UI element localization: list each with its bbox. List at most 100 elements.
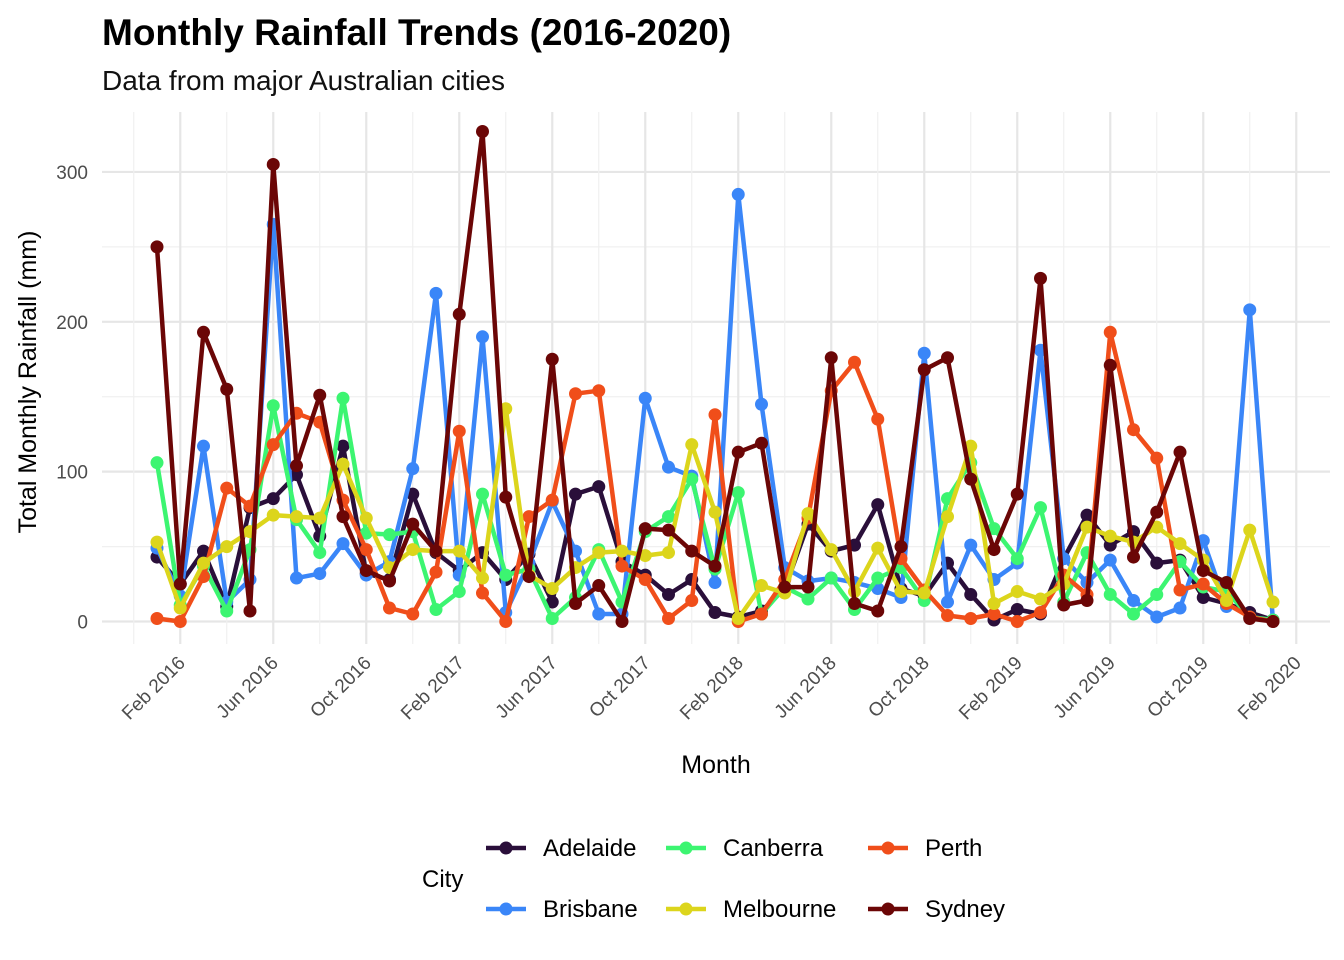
data-point-sydney bbox=[1173, 445, 1187, 459]
chart-title: Monthly Rainfall Trends (2016-2020) bbox=[102, 12, 731, 53]
legend-key-point bbox=[679, 902, 693, 916]
data-point-melbourne bbox=[755, 579, 768, 593]
data-point-canberra bbox=[476, 487, 489, 501]
data-point-melbourne bbox=[313, 511, 327, 525]
data-point-sydney bbox=[197, 325, 210, 339]
legend-label: Sydney bbox=[925, 896, 1005, 923]
data-point-sydney bbox=[476, 124, 489, 138]
data-point-adelaide bbox=[964, 588, 978, 602]
data-point-melbourne bbox=[150, 535, 164, 549]
data-point-melbourne bbox=[197, 556, 210, 570]
data-point-perth bbox=[1103, 325, 1117, 339]
legend-label: Adelaide bbox=[543, 835, 636, 862]
data-point-brisbane bbox=[290, 571, 303, 585]
data-point-melbourne bbox=[871, 541, 885, 555]
data-point-sydney bbox=[1010, 487, 1024, 501]
data-point-sydney bbox=[941, 351, 954, 365]
data-point-sydney bbox=[1150, 505, 1164, 519]
data-point-perth bbox=[1173, 583, 1187, 597]
data-point-sydney bbox=[336, 510, 350, 524]
data-point-canberra bbox=[824, 571, 838, 585]
legend-label: Canberra bbox=[723, 835, 824, 862]
x-tick-label: Oct 2017 bbox=[585, 653, 654, 722]
data-point-brisbane bbox=[731, 187, 745, 201]
data-point-sydney bbox=[1220, 576, 1233, 590]
data-point-brisbane bbox=[197, 439, 210, 453]
data-point-canberra bbox=[429, 603, 443, 617]
data-point-perth bbox=[987, 607, 1001, 621]
x-tick-label: Jun 2017 bbox=[492, 653, 562, 723]
data-point-brisbane bbox=[755, 397, 768, 411]
series-layer bbox=[150, 124, 1280, 629]
data-point-adelaide bbox=[545, 595, 559, 609]
data-point-melbourne bbox=[824, 543, 838, 557]
x-tick-label: Feb 2016 bbox=[118, 653, 190, 725]
data-point-sydney bbox=[266, 157, 280, 171]
data-point-perth bbox=[266, 438, 280, 452]
data-point-melbourne bbox=[545, 582, 559, 596]
legend: City Adelaide Brisbane Canberra Melbourne Pe… bbox=[422, 835, 1005, 923]
legend-key-point bbox=[881, 841, 895, 855]
data-point-canberra bbox=[1034, 501, 1047, 515]
data-point-melbourne bbox=[638, 549, 652, 563]
data-point-brisbane bbox=[313, 567, 327, 581]
data-point-sydney bbox=[708, 559, 722, 573]
data-point-sydney bbox=[638, 522, 652, 536]
data-point-sydney bbox=[778, 580, 792, 594]
y-tick-label: 0 bbox=[77, 613, 88, 634]
data-point-perth bbox=[452, 424, 466, 438]
data-point-brisbane bbox=[592, 607, 606, 621]
data-point-canberra bbox=[1150, 588, 1164, 602]
data-point-sydney bbox=[964, 472, 978, 486]
data-point-perth bbox=[383, 601, 396, 615]
data-point-adelaide bbox=[290, 468, 303, 482]
data-point-melbourne bbox=[615, 544, 629, 558]
data-point-melbourne bbox=[894, 585, 908, 599]
data-point-melbourne bbox=[1010, 585, 1024, 599]
data-point-sydney bbox=[871, 604, 885, 618]
legend-item-sydney: Sydney bbox=[868, 896, 1005, 923]
data-point-melbourne bbox=[290, 510, 303, 524]
data-point-sydney bbox=[1243, 612, 1257, 626]
data-point-melbourne bbox=[359, 511, 373, 525]
data-point-sydney bbox=[1127, 550, 1140, 564]
data-point-sydney bbox=[615, 615, 629, 629]
legend-label: Perth bbox=[925, 835, 982, 862]
data-point-melbourne bbox=[941, 510, 954, 524]
data-point-perth bbox=[359, 543, 373, 557]
data-point-perth bbox=[1034, 606, 1047, 620]
legend-item-adelaide: Adelaide bbox=[486, 835, 636, 862]
y-axis-ticks: 0 100 200 300 bbox=[56, 163, 88, 634]
data-point-sydney bbox=[894, 540, 908, 554]
data-point-melbourne bbox=[1103, 529, 1117, 543]
data-point-brisbane bbox=[1173, 601, 1187, 615]
data-point-sydney bbox=[848, 597, 861, 611]
data-point-sydney bbox=[569, 597, 582, 611]
data-point-canberra bbox=[1127, 607, 1140, 621]
data-point-adelaide bbox=[1103, 538, 1117, 552]
data-point-canberra bbox=[545, 612, 559, 626]
data-point-adelaide bbox=[266, 492, 280, 506]
data-point-perth bbox=[173, 615, 187, 629]
data-point-canberra bbox=[987, 522, 1001, 536]
x-tick-label: Oct 2018 bbox=[864, 653, 933, 722]
data-point-sydney bbox=[406, 517, 420, 531]
data-point-brisbane bbox=[917, 346, 931, 360]
data-point-perth bbox=[1196, 577, 1210, 591]
legend-item-canberra: Canberra bbox=[666, 835, 824, 862]
data-point-melbourne bbox=[1220, 594, 1233, 608]
data-point-canberra bbox=[150, 456, 164, 470]
data-point-perth bbox=[708, 408, 722, 422]
data-point-brisbane bbox=[1103, 553, 1117, 567]
data-point-perth bbox=[220, 481, 234, 495]
data-point-brisbane bbox=[476, 330, 489, 344]
data-point-melbourne bbox=[964, 439, 978, 453]
data-point-melbourne bbox=[406, 543, 420, 557]
data-point-brisbane bbox=[1150, 610, 1164, 624]
data-point-perth bbox=[150, 612, 164, 626]
data-point-sydney bbox=[243, 604, 257, 618]
data-point-adelaide bbox=[662, 588, 675, 602]
data-point-sydney bbox=[917, 363, 931, 377]
data-point-canberra bbox=[1103, 588, 1117, 602]
x-axis-ticks: Feb 2016 Jun 2016 Oct 2016 Feb 2017 Jun 2017… bbox=[118, 653, 1306, 725]
